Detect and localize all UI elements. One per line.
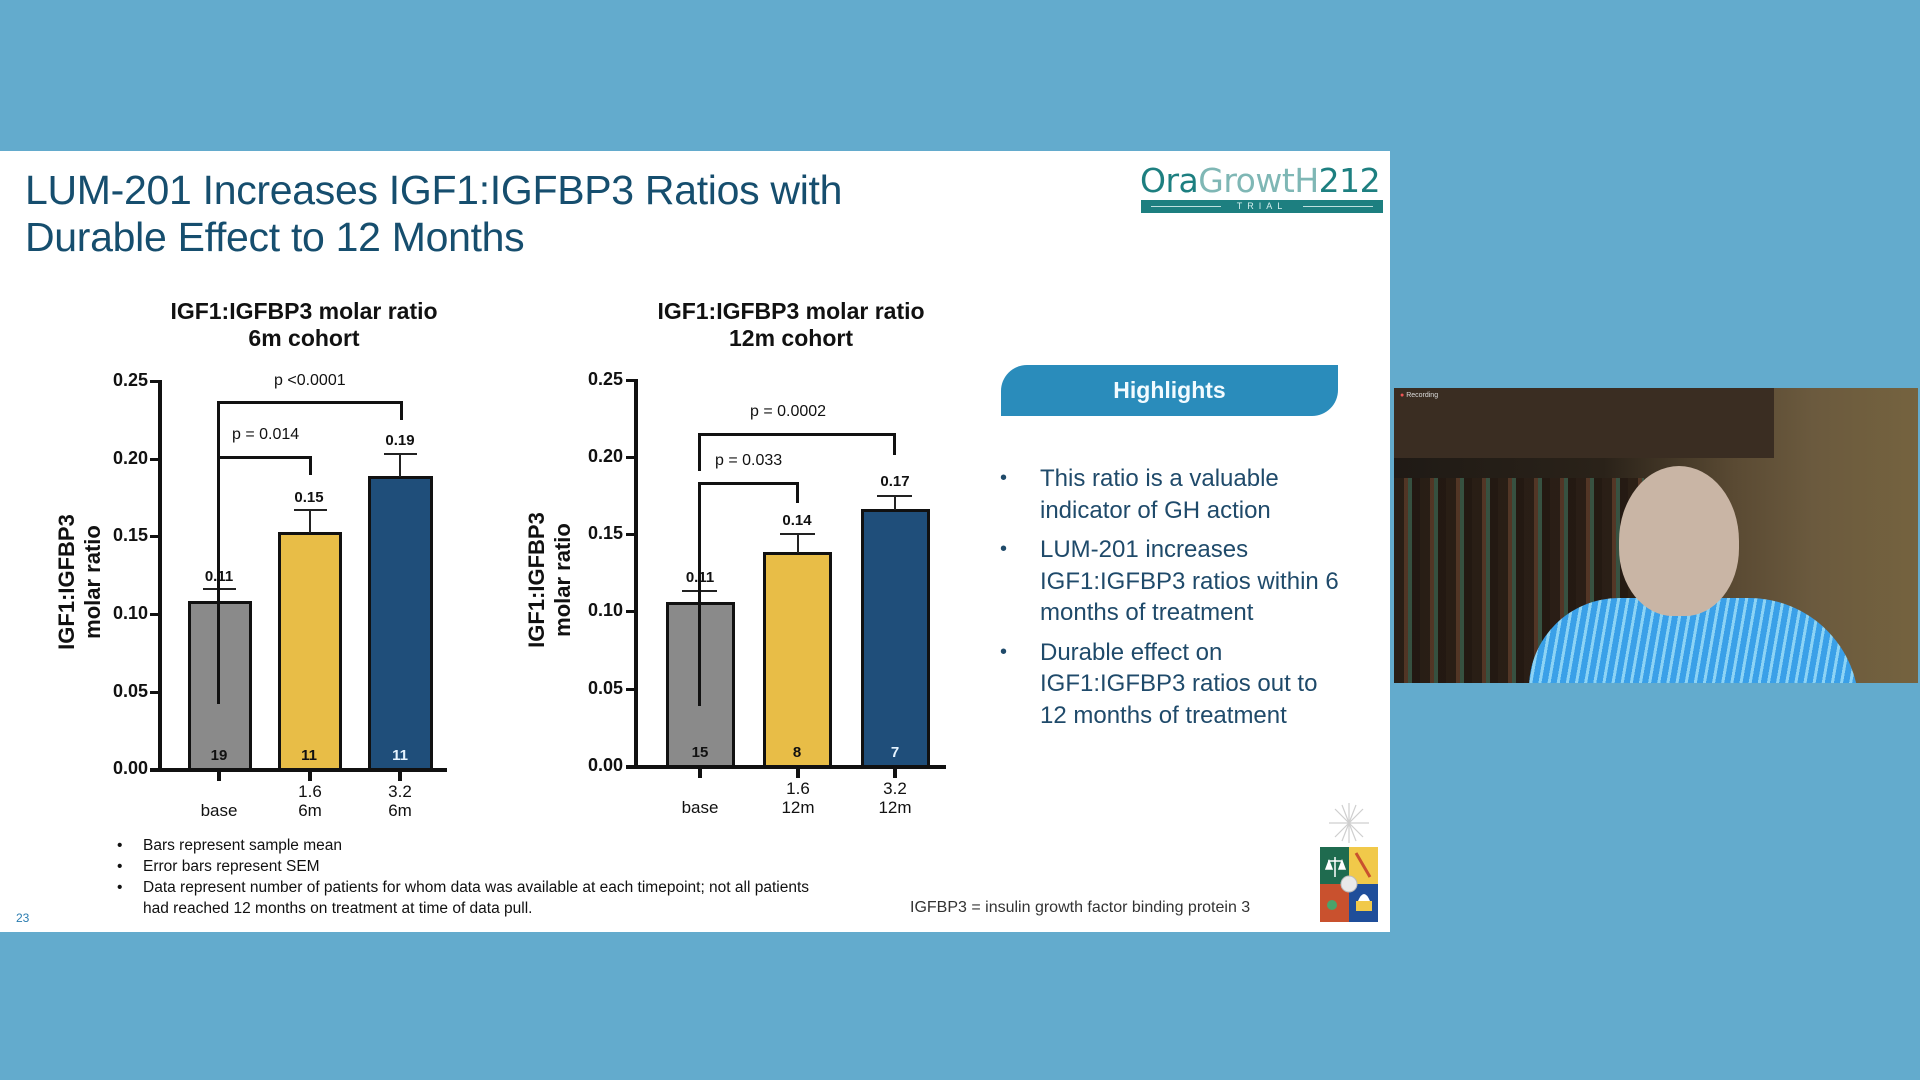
highlight-item: • This ratio is a valuable indicator of G… — [1000, 465, 1279, 524]
note-item: • Error bars represent SEM — [117, 858, 320, 875]
y-tick-label: 0.10 — [112, 603, 148, 623]
slide-title-line-1: LUM-201 Increases IGF1:IGFBP3 Ratios wit… — [25, 167, 843, 213]
slide-title: LUM-201 Increases IGF1:IGFBP3 Ratios wit… — [25, 167, 842, 261]
slide-page-number: 23 — [16, 911, 30, 925]
bar-n-label: 7 — [890, 744, 900, 761]
note-item: • Data represent number of patients for w… — [117, 879, 810, 917]
bar-base — [188, 601, 252, 771]
y-tick-label: 0.15 — [112, 525, 148, 545]
bar-1-6mg-6m — [278, 532, 342, 771]
x-category-label: 1.6 12m — [781, 779, 815, 817]
significance-bracket-short — [698, 482, 799, 503]
bullet-icon: • — [1000, 640, 1008, 663]
y-axis — [158, 380, 162, 772]
bar-n-label: 11 — [301, 747, 317, 764]
chart-6m-cohort: IGF1:IGFBP3 molar ratio 6m cohort IGF1:IG… — [0, 151, 480, 831]
p-value-label: p = 0.033 — [715, 452, 783, 469]
university-crest-icon — [1320, 803, 1378, 922]
bar-3-2mg-6m — [368, 476, 433, 771]
oragrowth-logo: OraGrowtH212 TRIAL — [1140, 161, 1383, 213]
x-category-label: 1.6 6m — [298, 782, 322, 820]
y-tick-label: 0.10 — [587, 600, 623, 620]
bar-n-label: 8 — [792, 744, 802, 761]
x-category-label: base — [681, 798, 719, 817]
highlight-item: • Durable effect on IGF1:IGFBP3 ratios ou… — [1000, 638, 1318, 729]
bar-n-label: 11 — [392, 747, 408, 764]
y-tick-label: 0.25 — [587, 369, 623, 389]
chart-12m-cohort: IGF1:IGFBP3 molar ratio 12m cohort IGF1:I… — [0, 151, 980, 831]
bar-n-label: 19 — [210, 747, 228, 764]
bar-value-label: 0.15 — [294, 489, 324, 506]
recording-dot-icon: ● — [1400, 392, 1405, 399]
y-tick-label: 0.15 — [587, 523, 623, 543]
presenter-video-tile[interactable]: ● Recording — [1394, 388, 1918, 683]
bar-n-label: 15 — [691, 744, 709, 761]
bar-value-label: 0.19 — [385, 432, 415, 449]
chart-title: IGF1:IGFBP3 molar ratio 6m cohort — [170, 298, 438, 351]
x-category-label: 3.2 6m — [388, 782, 412, 820]
highlights-header: Highlights — [1001, 365, 1338, 416]
logo-wordmark: OraGrowtH212 — [1140, 161, 1381, 200]
abbreviation-footnote: IGFBP3 = insulin growth factor binding p… — [910, 899, 1251, 916]
p-value-label: p <0.0001 — [274, 372, 346, 389]
y-tick-label: 0.25 — [112, 370, 148, 390]
p-value-label: p = 0.014 — [232, 426, 300, 443]
y-tick-label: 0.05 — [587, 678, 623, 698]
recording-indicator: ● Recording — [1400, 392, 1439, 399]
logo-trial-bar: TRIAL — [1141, 200, 1383, 213]
chart-title: IGF1:IGFBP3 molar ratio 12m cohort — [657, 298, 925, 351]
y-tick-label: 0.20 — [112, 448, 148, 468]
logo-trial-text: TRIAL — [1236, 201, 1288, 211]
bar-3-2mg-12m — [861, 509, 930, 768]
presentation-slide: LUM-201 Increases IGF1:IGFBP3 Ratios wit… — [0, 151, 1390, 932]
bullet-icon: • — [1000, 467, 1008, 489]
y-tick-label: 0.05 — [112, 681, 148, 701]
bar-value-label: 0.17 — [880, 473, 910, 490]
slide-title-line-2: Durable Effect to 12 Months — [25, 214, 525, 260]
p-value-label: p = 0.0002 — [750, 403, 827, 420]
highlight-item: • LUM-201 increases IGF1:IGFBP3 ratios wi… — [1000, 536, 1339, 626]
y-tick-label: 0.00 — [587, 755, 623, 775]
presenter-head — [1619, 466, 1739, 616]
x-category-label: 3.2 12m — [878, 779, 912, 817]
x-category-label: base — [200, 801, 238, 820]
highlights-list: • This ratio is a valuable indicator of G… — [1000, 463, 1350, 739]
bar-value-label: 0.14 — [782, 512, 812, 529]
bar-1-6mg-12m — [763, 552, 832, 768]
y-axis — [634, 379, 638, 769]
chart-notes: • Bars represent sample mean • Error bars … — [115, 835, 815, 919]
bullet-icon: • — [1000, 538, 1008, 560]
note-item: • Bars represent sample mean — [117, 837, 343, 854]
y-tick-label: 0.00 — [112, 758, 148, 778]
y-tick-label: 0.20 — [587, 446, 623, 466]
significance-bracket-long — [698, 433, 896, 455]
y-axis-label: IGF1:IGFBP3 molar ratio — [524, 512, 575, 648]
